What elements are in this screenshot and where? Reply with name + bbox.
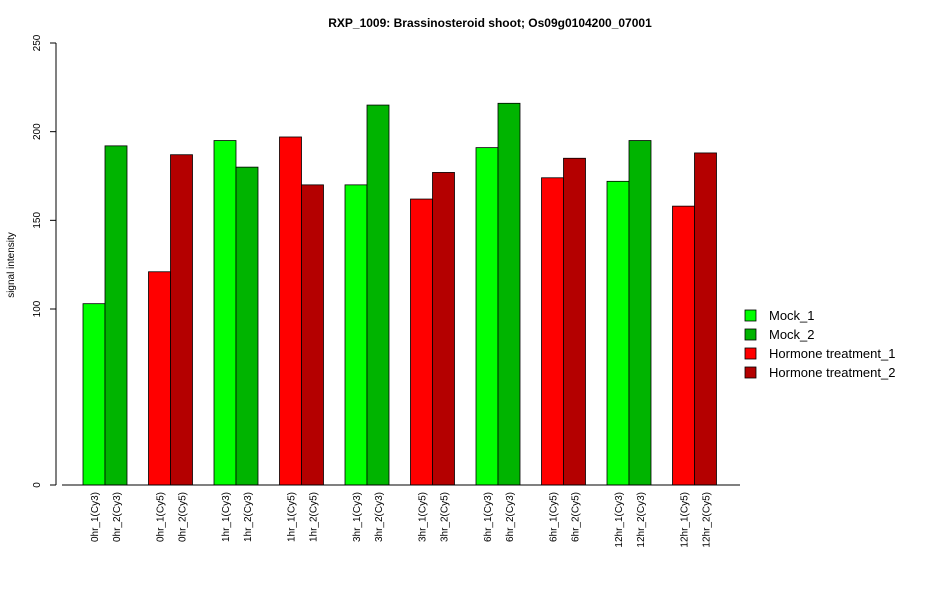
bars-group (82, 102, 717, 486)
x-tick-label: 1hr_2(Cy3) (243, 492, 254, 542)
y-tick-label: 150 (32, 212, 43, 229)
legend-label: Mock_2 (769, 327, 815, 342)
y-axis: 0 100 150 200 250 (32, 34, 57, 488)
bar (606, 180, 630, 486)
x-tick-label: 12hr_1(Cy3) (614, 492, 625, 548)
bar (148, 271, 171, 486)
x-tick-label: 0hr_1(Cy5) (156, 492, 167, 542)
x-tick-label: 6hr_1(Cy3) (483, 492, 494, 542)
bar (432, 172, 455, 486)
bar (344, 184, 368, 486)
y-tick-label: 200 (32, 123, 43, 140)
x-tick-labels: 0hr_1(Cy3) 0hr_2(Cy3) 0hr_1(Cy5) 0hr_2(Cy5)… (90, 492, 713, 548)
x-tick-label: 12hr_2(Cy3) (636, 492, 647, 548)
legend-label: Mock_1 (769, 308, 815, 323)
bar (366, 104, 390, 486)
bar (563, 157, 586, 486)
x-tick-label: 3hr_2(Cy3) (374, 492, 385, 542)
x-tick-label: 1hr_1(Cy5) (287, 492, 298, 542)
bar (301, 184, 324, 486)
bar (475, 147, 499, 486)
x-tick-label: 3hr_1(Cy3) (352, 492, 363, 542)
x-tick-label: 0hr_1(Cy3) (90, 492, 101, 542)
x-tick-label: 6hr_2(Cy5) (571, 492, 582, 542)
bar (213, 140, 237, 486)
x-tick-label: 6hr_2(Cy3) (505, 492, 516, 542)
x-tick-label: 3hr_1(Cy5) (418, 492, 429, 542)
legend: Mock_1 Mock_2 Hormone treatment_1 Hormone t… (744, 308, 895, 380)
bar (82, 303, 106, 486)
x-tick-label: 6hr_1(Cy5) (549, 492, 560, 542)
x-tick-label: 0hr_2(Cy5) (178, 492, 189, 542)
x-tick-label: 12hr_1(Cy5) (680, 492, 691, 548)
legend-swatch (744, 366, 757, 379)
x-tick-label: 0hr_2(Cy3) (112, 492, 123, 542)
chart-title: RXP_1009: Brassinosteroid shoot; Os09g01… (328, 16, 652, 30)
bar (279, 136, 302, 486)
bar (694, 152, 717, 486)
bar (410, 198, 433, 486)
bar (104, 145, 128, 486)
bar (170, 154, 193, 486)
y-axis-label: signal intensity (6, 232, 17, 298)
bar (541, 177, 564, 486)
x-tick-label: 3hr_2(Cy5) (440, 492, 451, 542)
legend-swatch (744, 309, 757, 322)
y-tick-label: 0 (32, 482, 43, 488)
legend-label: Hormone treatment_1 (769, 346, 895, 361)
bar (497, 102, 521, 486)
legend-swatch (744, 328, 757, 341)
bar (628, 140, 652, 486)
x-tick-label: 1hr_1(Cy3) (221, 492, 232, 542)
y-tick-label: 250 (32, 34, 43, 51)
bar (235, 166, 259, 486)
legend-swatch (744, 347, 757, 360)
bar (672, 205, 695, 486)
legend-label: Hormone treatment_2 (769, 365, 895, 380)
x-tick-label: 12hr_2(Cy5) (702, 492, 713, 548)
y-tick-label: 100 (32, 300, 43, 317)
x-tick-label: 1hr_2(Cy5) (309, 492, 320, 542)
